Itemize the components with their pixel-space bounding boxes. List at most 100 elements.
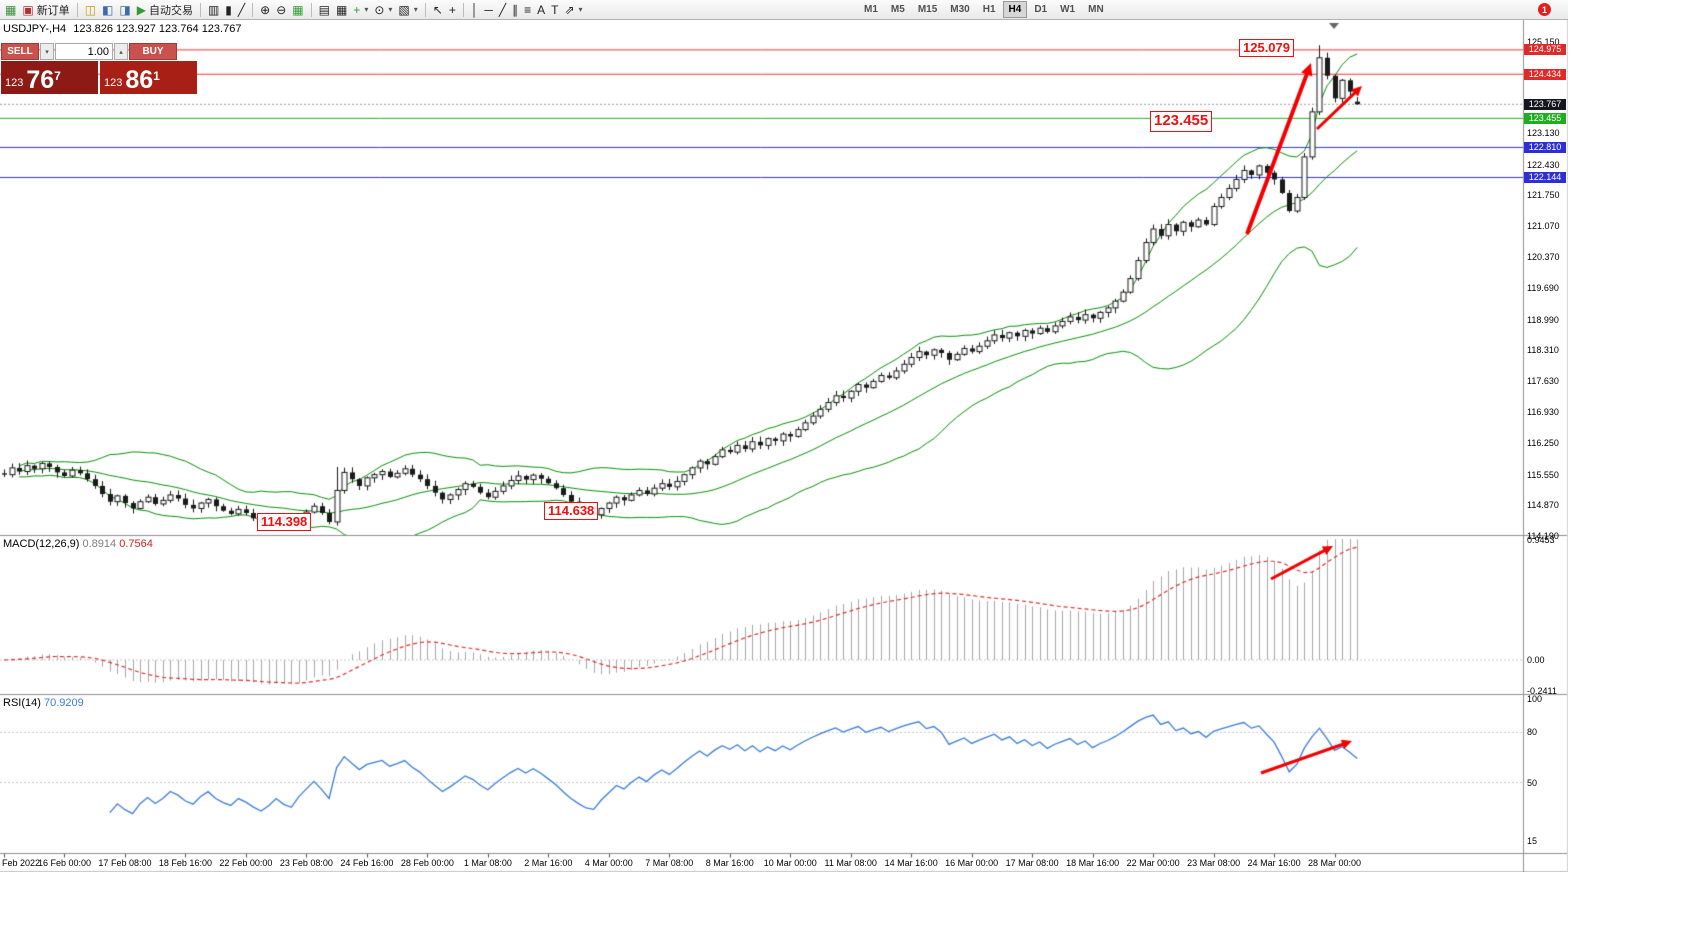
macd-scale-tick: 0.00 (1527, 655, 1545, 665)
candle-chart-type-button[interactable]: ▮ (222, 1, 235, 19)
bar-chart-type-button[interactable]: ▥ (205, 1, 222, 19)
time-axis-label: 17 Mar 08:00 (1005, 858, 1059, 868)
tile-windows-button[interactable]: ▦ (289, 1, 306, 19)
buy-price-display[interactable]: 123 86 1 (100, 61, 197, 94)
sell-button[interactable]: SELL (1, 43, 39, 60)
price-annotation: 114.398 (257, 513, 312, 532)
timeframe-MN[interactable]: MN (1082, 1, 1110, 18)
time-axis-label: 7 Mar 08:00 (645, 858, 694, 868)
crosshair-button[interactable]: + (446, 1, 459, 19)
periods-button[interactable]: ⊙ ▾ (371, 1, 395, 19)
price-badge: 124.434 (1524, 68, 1566, 80)
macd-scale-tick: -0.2411 (1527, 685, 1557, 696)
timeframe-W1[interactable]: W1 (1054, 1, 1081, 18)
horizontal-line-button[interactable]: ─ (481, 1, 496, 19)
templates-button[interactable]: ▧ ▾ (395, 1, 420, 19)
line-chart-type-button[interactable]: ╱ (235, 1, 248, 19)
grid-button[interactable]: ▦ (333, 1, 350, 19)
timeframe-M15[interactable]: M15 (912, 1, 943, 18)
chart-title: USDJPY-,H4 123.826 123.927 123.764 123.7… (3, 23, 241, 35)
buy-button[interactable]: BUY (129, 43, 177, 60)
rsi-scale-tick: 80 (1527, 727, 1538, 738)
fibonacci-button[interactable]: ≡ (521, 1, 534, 19)
rsi-indicator-label: RSI(14) 70.9209 (3, 697, 84, 709)
horizontal-line-icon: ─ (484, 2, 493, 17)
sell-price-prefix: 123 (5, 77, 24, 89)
timeframe-H1[interactable]: H1 (977, 1, 1002, 18)
zoom-out-icon: ⊖ (276, 2, 287, 17)
autotrading-icon: ▶ (136, 2, 146, 17)
new-order-icon: ▣ (22, 2, 34, 17)
rsi-value: 70.9209 (43, 697, 84, 709)
volume-increase-button[interactable]: ▴ (114, 43, 128, 60)
arrange-icon: ▤ (318, 2, 330, 17)
timeframe-D1[interactable]: D1 (1028, 1, 1053, 18)
sell-price-display[interactable]: 123 76 7 (1, 61, 98, 94)
cursor-icon: ↖ (432, 2, 443, 17)
price-scale-tick: 114.870 (1527, 500, 1559, 511)
vertical-line-button[interactable]: │ (468, 1, 482, 19)
price-badge: 122.144 (1524, 171, 1566, 183)
trade-prices-row: 123 76 7 123 86 1 (1, 61, 197, 94)
vertical-line-icon: │ (470, 2, 479, 17)
zoom-in-button[interactable]: ⊕ (257, 1, 273, 19)
time-axis-label: 14 Mar 16:00 (884, 858, 938, 868)
autotrading-button[interactable]: ▶ 自动交易 (134, 1, 196, 19)
charts-window-button[interactable]: ▦ (2, 1, 19, 19)
macd-signal-value: 0.7564 (119, 538, 153, 550)
label-icon: T (551, 2, 559, 17)
time-axis-label: 16 Mar 00:00 (945, 858, 999, 868)
data-window-button[interactable]: ◧ (99, 1, 116, 19)
text-button[interactable]: A (534, 1, 548, 19)
time-axis-label: 28 Feb 00:00 (400, 858, 454, 868)
price-scale-tick: 121.750 (1527, 190, 1560, 201)
chart-canvas[interactable] (0, 0, 1568, 872)
price-scale-tick: 117.630 (1527, 375, 1559, 386)
grid-icon: ▦ (335, 2, 348, 17)
arrange-button[interactable]: ▤ (316, 1, 333, 19)
timeframe-M30[interactable]: M30 (944, 1, 975, 18)
price-scale-tick: 119.690 (1527, 283, 1559, 294)
price-scale-tick: 118.990 (1527, 314, 1559, 325)
time-axis-label: 11 Mar 08:00 (824, 858, 877, 868)
channel-button[interactable]: ∥ (509, 1, 521, 19)
trendline-button[interactable]: ╱ (496, 1, 509, 19)
time-axis-label: 16 Feb 00:00 (37, 858, 91, 868)
price-scale-tick: 116.250 (1527, 438, 1559, 449)
clock-icon: ⊙ (374, 2, 385, 17)
zoom-in-icon: ⊕ (260, 2, 271, 17)
volume-decrease-button[interactable]: ▾ (40, 43, 54, 60)
notification-badge[interactable]: 1 (1538, 3, 1551, 16)
toolbar-separator (462, 2, 464, 17)
cursor-button[interactable]: ↖ (430, 1, 446, 19)
autotrading-button-label: 自动交易 (148, 4, 193, 17)
tile-windows-icon: ▦ (292, 2, 304, 17)
rsi-scale-tick: 100 (1527, 694, 1543, 704)
price-scale-tick: 118.310 (1527, 345, 1559, 356)
terminal-icon: ◨ (119, 2, 131, 17)
label-button[interactable]: T (548, 1, 561, 19)
indicators-button[interactable]: + ▾ (350, 1, 371, 19)
zoom-out-button[interactable]: ⊖ (273, 1, 289, 19)
time-axis-label: 18 Mar 16:00 (1066, 858, 1120, 868)
templates-button-dropdown-icon: ▾ (413, 5, 418, 14)
price-scale-tick: 115.550 (1527, 469, 1559, 480)
volume-input[interactable] (55, 43, 113, 60)
time-axis-label: 10 Mar 00:00 (763, 858, 817, 868)
market-watch-button[interactable]: ◫ (82, 1, 99, 19)
time-axis-label: Feb 2022 (2, 858, 41, 868)
rsi-scale-tick: 50 (1527, 777, 1538, 788)
time-axis-label: 23 Feb 08:00 (279, 858, 333, 868)
timeframe-M5[interactable]: M5 (885, 1, 911, 18)
new-order-button[interactable]: ▣ 新订单 (19, 1, 72, 19)
price-badge: 123.455 (1524, 112, 1566, 124)
text-icon: A (537, 2, 546, 17)
data-window-icon: ◧ (102, 2, 114, 17)
timeframe-M1[interactable]: M1 (858, 1, 884, 18)
timeframe-H4[interactable]: H4 (1002, 1, 1028, 18)
macd-main-value: 0.8914 (82, 538, 117, 550)
terminal-button[interactable]: ◨ (116, 1, 133, 19)
arrows-button[interactable]: ⇗ ▾ (561, 1, 585, 19)
rsi-name: RSI(14) (3, 697, 41, 709)
